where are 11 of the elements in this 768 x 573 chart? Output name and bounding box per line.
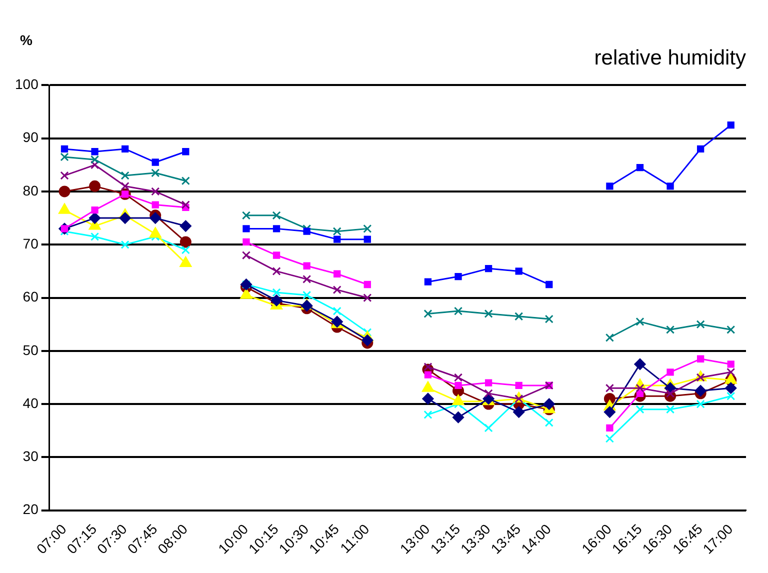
chart-title: relative humidity [594,46,746,70]
y-tick-label: 80 [22,182,39,198]
y-tick-label: 40 [22,394,39,411]
y-tick-label: 100 [15,76,39,92]
y-tick-label: 60 [22,288,39,305]
y-axis-title: % [20,32,33,48]
y-tick-label: 50 [22,342,39,358]
y-tick-label: 20 [22,501,39,518]
y-tick-label: 70 [22,235,39,252]
y-tick-label: 90 [22,129,39,146]
y-tick-label: 30 [22,448,39,464]
